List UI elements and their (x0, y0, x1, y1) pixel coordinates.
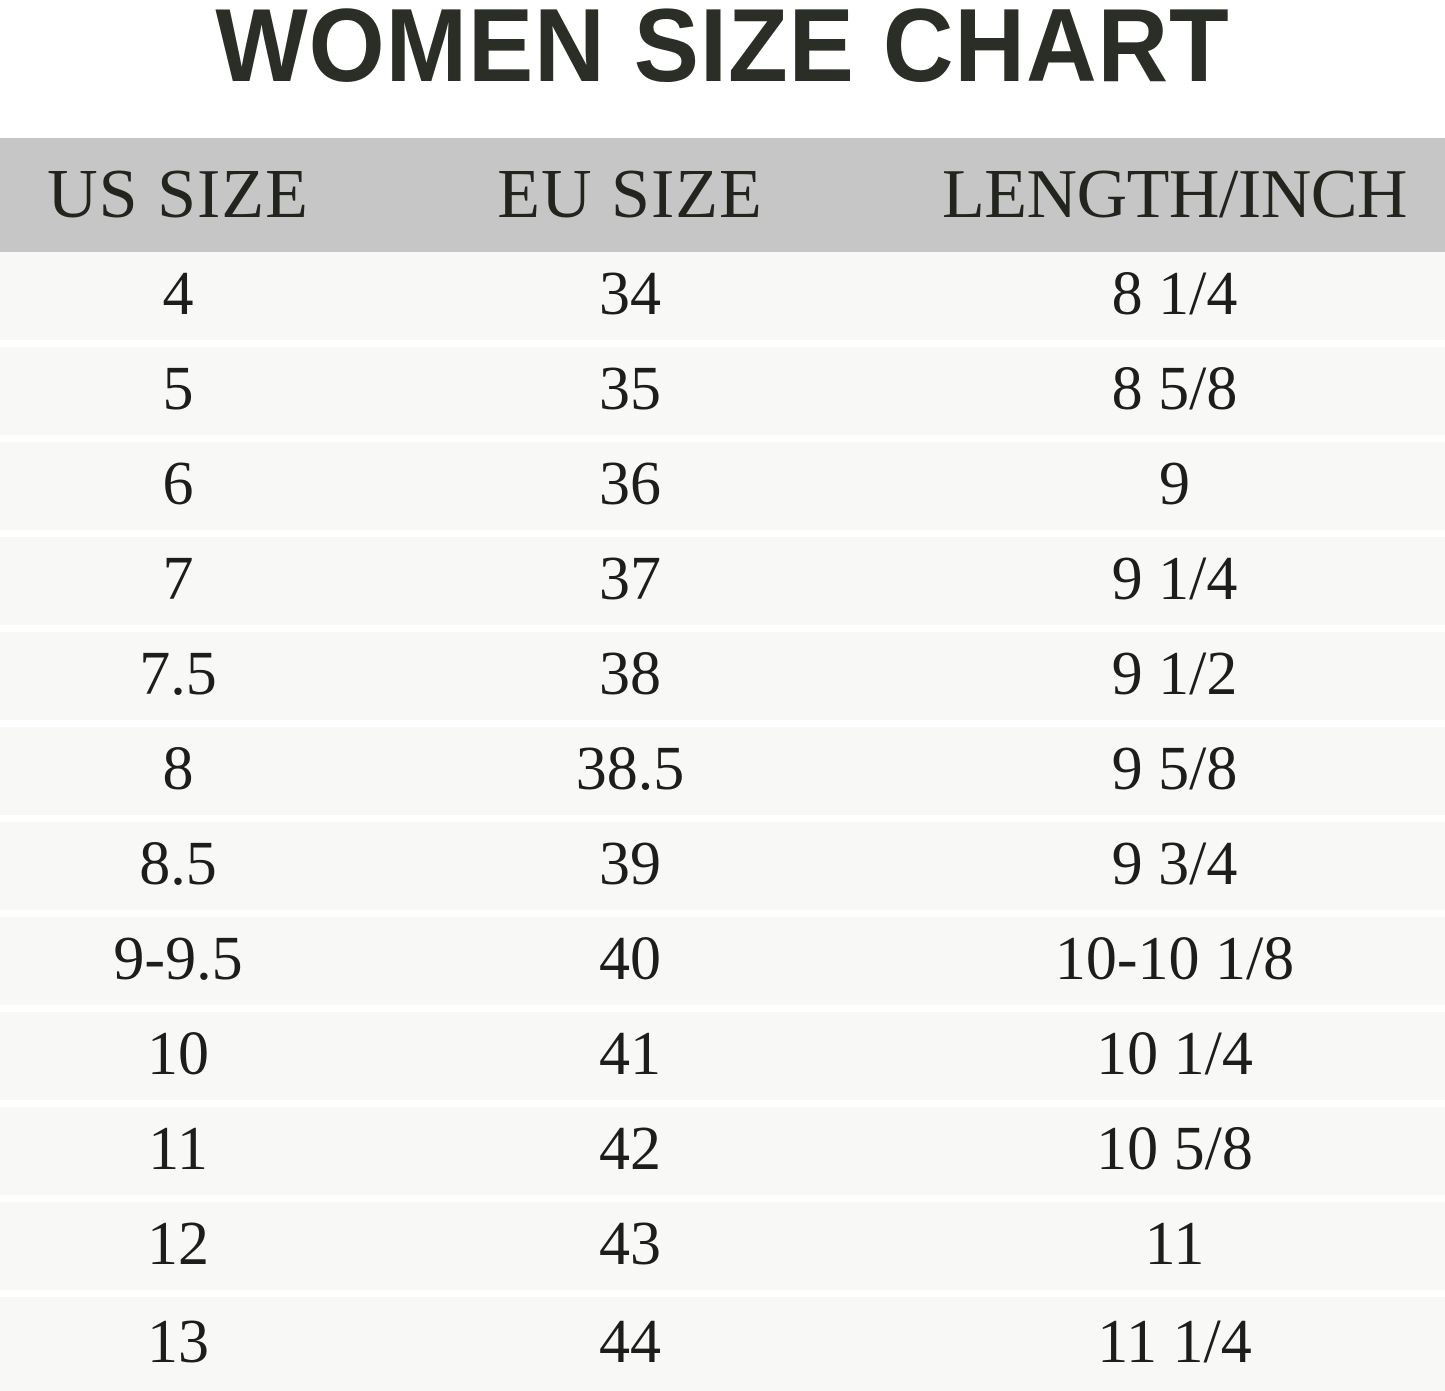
column-header-length-inch: LENGTH/INCH (942, 156, 1407, 233)
cell-eu-size: 41 (599, 1020, 661, 1088)
cell-us-size: 7.5 (139, 640, 217, 708)
cell-us-size: 8 (162, 735, 194, 803)
cell-length-inch: 8 5/8 (1111, 355, 1238, 423)
cell-eu-size: 34 (599, 260, 661, 328)
title-bar: WOMEN SIZE CHART (0, 0, 1445, 138)
cell-length-inch: 9 5/8 (1111, 735, 1238, 803)
cell-length-inch: 11 1/4 (1097, 1308, 1252, 1376)
table-row: 8.5 39 9 3/4 (0, 822, 1445, 910)
table-row: 11 42 10 5/8 (0, 1107, 1445, 1195)
column-header-eu-size: EU SIZE (497, 156, 763, 233)
cell-length-inch: 10-10 1/8 (1054, 925, 1295, 993)
cell-us-size: 9-9.5 (113, 925, 243, 993)
cell-eu-size: 44 (599, 1308, 661, 1376)
cell-us-size: 8.5 (139, 830, 217, 898)
table-body: 4 34 8 1/4 5 35 8 5/8 6 36 9 7 37 9 1/4 7.5 38 9 1/2 8 3… (0, 252, 1445, 1391)
cell-eu-size: 37 (599, 545, 661, 613)
cell-eu-size: 38 (599, 640, 661, 708)
cell-us-size: 6 (162, 450, 194, 518)
cell-length-inch: 9 1/2 (1111, 640, 1238, 708)
table-row: 4 34 8 1/4 (0, 252, 1445, 340)
cell-eu-size: 43 (599, 1210, 661, 1278)
cell-length-inch: 9 3/4 (1111, 830, 1238, 898)
cell-eu-size: 35 (599, 355, 661, 423)
table-row: 8 38.5 9 5/8 (0, 727, 1445, 815)
table-row: 7 37 9 1/4 (0, 537, 1445, 625)
cell-eu-size: 36 (599, 450, 661, 518)
cell-length-inch: 11 (1144, 1210, 1205, 1278)
table-row: 7.5 38 9 1/2 (0, 632, 1445, 720)
cell-us-size: 10 (147, 1020, 209, 1088)
cell-us-size: 11 (148, 1115, 208, 1183)
cell-eu-size: 40 (599, 925, 661, 993)
cell-us-size: 7 (162, 545, 194, 613)
cell-eu-size: 39 (599, 830, 661, 898)
table-row: 12 43 11 (0, 1202, 1445, 1290)
table-header-row: US SIZE EU SIZE LENGTH/INCH (0, 138, 1445, 252)
column-header-us-size: US SIZE (47, 156, 309, 233)
table-row: 13 44 11 1/4 (0, 1297, 1445, 1391)
cell-eu-size: 42 (599, 1115, 661, 1183)
table-row: 6 36 9 (0, 442, 1445, 530)
page-title: WOMEN SIZE CHART (215, 0, 1230, 104)
cell-length-inch: 10 5/8 (1096, 1115, 1253, 1183)
cell-us-size: 5 (162, 355, 194, 423)
cell-length-inch: 10 1/4 (1096, 1020, 1253, 1088)
cell-length-inch: 9 (1159, 450, 1190, 518)
table-row: 10 41 10 1/4 (0, 1012, 1445, 1100)
cell-us-size: 4 (162, 260, 194, 328)
cell-length-inch: 9 1/4 (1111, 545, 1238, 613)
cell-eu-size: 38.5 (575, 735, 685, 803)
table-row: 5 35 8 5/8 (0, 347, 1445, 435)
cell-us-size: 13 (147, 1308, 209, 1376)
cell-length-inch: 8 1/4 (1111, 260, 1238, 328)
cell-us-size: 12 (147, 1210, 209, 1278)
table-row: 9-9.5 40 10-10 1/8 (0, 917, 1445, 1005)
